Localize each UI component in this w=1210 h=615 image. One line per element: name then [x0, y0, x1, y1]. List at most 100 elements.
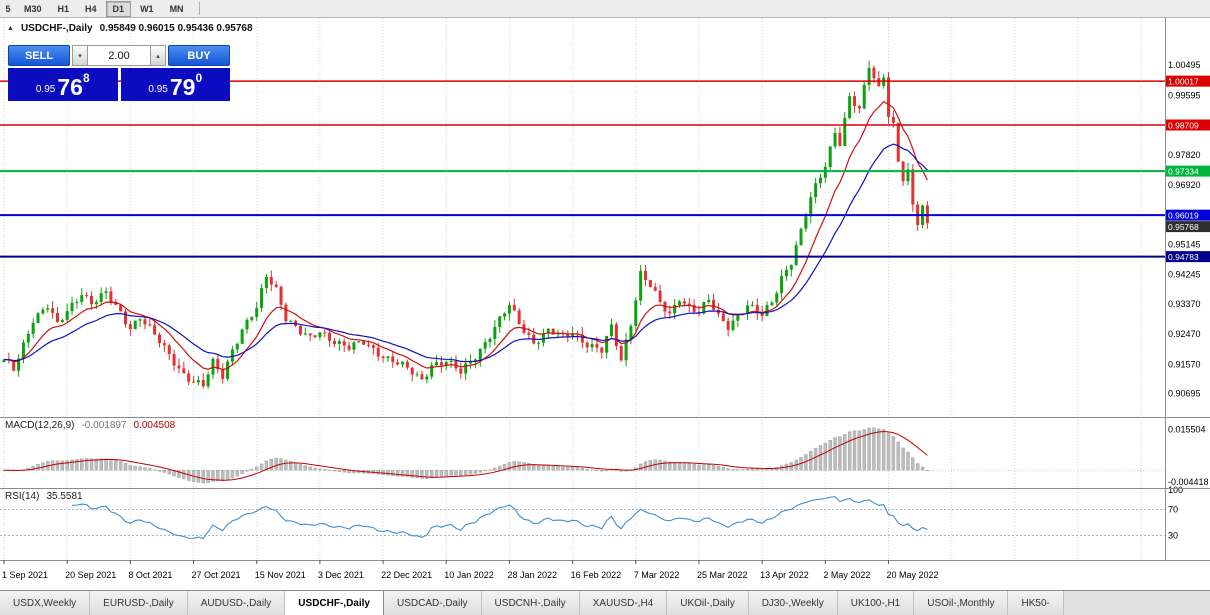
svg-text:1.00017: 1.00017	[1168, 77, 1199, 87]
time-axis-label: 1 Sep 2021	[2, 570, 48, 580]
price-tick-label: 0.91570	[1168, 359, 1201, 369]
price-tick-label: 0.90695	[1168, 389, 1201, 399]
buy-button[interactable]: BUY	[168, 45, 230, 66]
price-level-label	[1166, 75, 1210, 87]
chart-tab-eurusd-daily[interactable]: EURUSD-,Daily	[90, 591, 188, 615]
time-axis-label: 10 Jan 2022	[444, 570, 494, 580]
chart-tab-usdchf-daily[interactable]: USDCHF-,Daily	[285, 591, 384, 615]
time-axis-label: 28 Jan 2022	[507, 570, 557, 580]
svg-text:0.94783: 0.94783	[1168, 252, 1199, 262]
chart-tab-bar: USDX,Weekly EURUSD-,Daily AUDUSD-,Daily USD…	[0, 590, 1210, 615]
chart-tab-xauusd-h4[interactable]: XAUUSD-,H4	[579, 591, 668, 615]
price-scale: 1.00495 0.99595 0.97820 0.96920 0.95145 0.942…	[1166, 60, 1210, 399]
svg-text:0.98709: 0.98709	[1168, 120, 1199, 130]
time-axis-label: 16 Feb 2022	[571, 570, 622, 580]
timeframe-button-5[interactable]: 5	[1, 1, 15, 17]
chart-background	[0, 18, 1210, 590]
time-axis-label: 20 Sep 2021	[65, 570, 116, 580]
one-click-trading-panel: SELL ▾ 2.00 ▴ BUY 0.95 76 8 0.95 79 0	[8, 45, 230, 101]
macd-indicator-title: MACD(12,26,9) -0.001897 0.004508	[5, 420, 175, 431]
price-level-label	[1166, 251, 1210, 263]
lot-decrease-button[interactable]: ▾	[72, 45, 88, 66]
time-axis-label: 20 May 2022	[887, 570, 939, 580]
sell-price-prefix: 0.95	[35, 84, 56, 95]
time-axis-label: 7 Mar 2022	[634, 570, 680, 580]
macd-scale-min: -0.004418	[1168, 477, 1209, 487]
chart-tab-hk50[interactable]: HK50-	[1008, 591, 1064, 615]
candlestick-series	[2, 60, 929, 389]
rsi-scale-label: 100	[1168, 485, 1183, 495]
rsi-label: RSI(14)	[5, 491, 40, 502]
current-price-label	[1166, 221, 1210, 233]
chart-ohlc-values: 0.95849 0.96015 0.95436 0.95768	[99, 23, 253, 34]
price-tick-label: 1.00495	[1168, 60, 1201, 70]
timeframe-button-h1[interactable]: H1	[51, 1, 77, 17]
chart-tab-ukoil-daily[interactable]: UKOil-,Daily	[667, 591, 749, 615]
sell-price-display[interactable]: 0.95 76 8	[8, 68, 118, 101]
chart-tab-uk100-h1[interactable]: UK100-,H1	[837, 591, 915, 615]
rsi-value: 35.5581	[46, 491, 83, 502]
time-axis-label: 15 Nov 2021	[255, 570, 306, 580]
chart-tab-usdcad-daily[interactable]: USDCAD-,Daily	[383, 591, 482, 615]
sell-price-pip-digit: 8	[82, 71, 90, 85]
time-axis-label: 2 May 2022	[823, 570, 870, 580]
sell-button[interactable]: SELL	[8, 45, 70, 66]
timeframe-button-h4[interactable]: H4	[78, 1, 104, 17]
macd-scale-max: 0.015504	[1168, 424, 1206, 434]
timeframe-toolbar: 5 M30 H1 H4 D1 W1 MN	[0, 0, 1210, 18]
timeframe-button-m30[interactable]: M30	[17, 1, 49, 17]
time-axis-label: 8 Oct 2021	[128, 570, 172, 580]
svg-text:0.96019: 0.96019	[1168, 211, 1199, 221]
panel-borders	[0, 18, 1210, 561]
price-tick-label: 0.96920	[1168, 180, 1201, 190]
toolbar-separator	[198, 2, 200, 15]
chart-tab-usdx-weekly[interactable]: USDX,Weekly	[0, 591, 91, 615]
lot-size-input[interactable]: 2.00	[88, 45, 150, 66]
svg-text:0.97334: 0.97334	[1168, 167, 1199, 177]
rsi-panel: 100 70 30	[0, 485, 1183, 541]
timeframe-button-w1[interactable]: W1	[133, 1, 161, 17]
price-level-label	[1166, 165, 1210, 177]
price-tick-label: 0.92470	[1168, 329, 1201, 339]
timeframe-button-d1[interactable]: D1	[105, 0, 132, 17]
lot-increase-button[interactable]: ▴	[150, 45, 166, 66]
time-axis: 1 Sep 2021 20 Sep 2021 8 Oct 2021 27 Oct 20…	[2, 560, 939, 580]
chart-tab-usdcnh-daily[interactable]: USDCNH-,Daily	[481, 591, 580, 615]
time-axis-label: 27 Oct 2021	[192, 570, 241, 580]
sell-price-big-digits: 76	[57, 74, 83, 101]
svg-text:0.95768: 0.95768	[1168, 222, 1199, 232]
rsi-scale-label: 30	[1168, 531, 1178, 541]
collapse-panel-icon[interactable]: ▲	[7, 25, 14, 32]
chart-tab-dj30-weekly[interactable]: DJ30-,Weekly	[748, 591, 838, 615]
chart-title: ▲ USDCHF-,Daily 0.95849 0.96015 0.95436 …	[7, 23, 253, 34]
chart-tab-usoil-monthly[interactable]: USOil-,Monthly	[914, 591, 1009, 615]
timeframe-button-mn[interactable]: MN	[163, 1, 191, 17]
grid-lines	[3, 18, 1142, 560]
buy-price-big-digits: 79	[169, 74, 196, 101]
buy-price-display[interactable]: 0.95 79 0	[120, 68, 230, 101]
macd-signal-value: 0.004508	[133, 420, 176, 431]
buy-price-prefix: 0.95	[148, 84, 168, 95]
rsi-indicator-title: RSI(14) 35.5581	[5, 491, 83, 502]
time-axis-label: 22 Dec 2021	[381, 570, 432, 580]
chart-area: 1.00495 0.99595 0.97820 0.96920 0.95145 0.942…	[0, 18, 1210, 590]
time-axis-label: 25 Mar 2022	[697, 570, 748, 580]
moving-averages	[3, 100, 928, 371]
lot-size-control: ▾ 2.00 ▴	[72, 45, 166, 66]
buy-price-pip-digit: 0	[195, 71, 203, 85]
price-level-label	[1166, 209, 1210, 221]
price-tick-label: 0.95145	[1168, 239, 1201, 249]
price-tick-label: 0.93370	[1168, 299, 1201, 309]
price-tick-label: 0.97820	[1168, 150, 1201, 160]
time-axis-label: 13 Apr 2022	[760, 570, 809, 580]
chart-tab-audusd-daily[interactable]: AUDUSD-,Daily	[187, 591, 286, 615]
macd-panel: 0.015504 -0.004418	[0, 424, 1209, 487]
chart-symbol-period: USDCHF-,Daily	[20, 23, 93, 34]
rsi-scale-label: 70	[1168, 505, 1178, 515]
time-axis-label: 3 Dec 2021	[318, 570, 364, 580]
chart-canvas[interactable]: 1.00495 0.99595 0.97820 0.96920 0.95145 0.942…	[0, 18, 1210, 590]
price-tick-label: 0.99595	[1168, 90, 1201, 100]
price-tick-label: 0.94245	[1168, 270, 1201, 280]
macd-value: -0.001897	[81, 420, 127, 431]
macd-label: MACD(12,26,9)	[5, 420, 75, 431]
